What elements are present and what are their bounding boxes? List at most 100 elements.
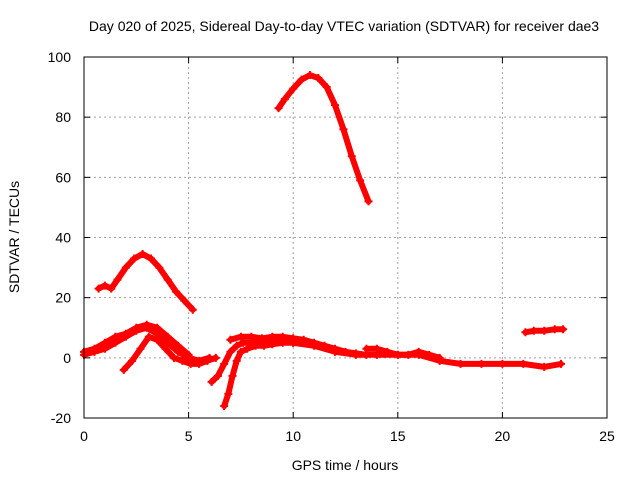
data-point — [232, 341, 241, 350]
data-point — [362, 344, 371, 353]
data-point — [213, 371, 222, 380]
data-point — [257, 334, 266, 343]
data-point — [100, 344, 109, 353]
data-point — [174, 347, 183, 356]
x-tick-label: 25 — [599, 428, 615, 444]
data-point — [243, 344, 252, 353]
x-axis-label: GPS time / hours — [292, 457, 399, 473]
data-point — [331, 347, 340, 356]
data-point — [228, 371, 237, 380]
data-point — [169, 353, 178, 362]
y-tick-label: 40 — [55, 230, 71, 246]
data-point — [203, 356, 212, 365]
data-point — [211, 353, 220, 362]
x-tick-label: 10 — [285, 428, 301, 444]
data-point — [289, 338, 298, 347]
data-point — [121, 263, 130, 272]
data-point — [356, 176, 365, 185]
data-point — [322, 83, 331, 92]
data-point — [456, 359, 465, 368]
data-point — [383, 347, 392, 356]
axis-ticks: 0 5 10 15 20 25 -20 0 20 40 60 80 100 — [48, 49, 615, 444]
data-point — [425, 350, 434, 359]
data-point — [236, 332, 245, 341]
data-point — [268, 332, 277, 341]
data-point — [186, 359, 195, 368]
series-arc-high-peak — [275, 72, 372, 205]
data-point — [278, 332, 287, 341]
y-axis-label: SDTVAR / TECUs — [6, 181, 22, 293]
data-point — [559, 325, 568, 334]
data-point — [364, 197, 373, 206]
x-tick-label: 5 — [185, 428, 193, 444]
data-point — [393, 350, 402, 359]
data-point — [339, 125, 348, 134]
data-point — [519, 359, 528, 368]
y-tick-label: 0 — [63, 350, 71, 366]
data-point — [128, 356, 137, 365]
data-point — [136, 344, 145, 353]
y-tick-label: 60 — [55, 169, 71, 185]
data-point — [435, 353, 444, 362]
x-tick-label: 0 — [80, 428, 88, 444]
data-point — [274, 104, 283, 113]
data-point — [161, 344, 170, 353]
data-point — [113, 275, 122, 284]
data-point — [414, 347, 423, 356]
data-point — [238, 338, 247, 347]
x-tick-label: 15 — [390, 428, 406, 444]
data-point — [289, 84, 298, 93]
data-point — [94, 284, 103, 293]
data-point — [226, 347, 235, 356]
data-point — [280, 95, 289, 104]
data-point — [188, 305, 197, 314]
data-point — [259, 341, 268, 350]
data-point — [180, 296, 189, 305]
data-point — [144, 332, 153, 341]
data-point — [347, 152, 356, 161]
data-point — [153, 335, 162, 344]
data-point — [195, 359, 204, 368]
data-point — [130, 254, 139, 263]
data-point — [132, 326, 141, 335]
data-point — [305, 71, 314, 80]
data-point — [372, 344, 381, 353]
data-point — [119, 365, 128, 374]
data-point — [236, 347, 245, 356]
data-point — [540, 362, 549, 371]
data-point — [331, 101, 340, 110]
data-point — [310, 341, 319, 350]
data-point — [220, 359, 229, 368]
grid-lines — [84, 57, 607, 418]
data-point — [556, 359, 565, 368]
data-point — [268, 340, 277, 349]
data-point — [498, 359, 507, 368]
data-point — [107, 284, 116, 293]
data-point — [550, 325, 559, 334]
x-tick-label: 20 — [495, 428, 511, 444]
data-point — [477, 359, 486, 368]
y-tick-label: 20 — [55, 290, 71, 306]
data-point — [529, 326, 538, 335]
data-point — [224, 389, 233, 398]
data-point — [163, 338, 172, 347]
data-point — [251, 341, 260, 350]
data-point — [220, 401, 229, 410]
data-point — [111, 338, 120, 347]
y-tick-label: 80 — [55, 109, 71, 125]
data-point — [297, 75, 306, 84]
data-point — [226, 335, 235, 344]
y-tick-label: -20 — [51, 410, 71, 426]
data-point — [138, 250, 147, 259]
data-point — [100, 281, 109, 290]
data-point — [172, 287, 181, 296]
y-tick-label: 100 — [48, 49, 72, 65]
data-point — [521, 328, 530, 337]
data-point — [207, 377, 216, 386]
data-point — [178, 356, 187, 365]
data-point — [351, 350, 360, 359]
data-point — [90, 347, 99, 356]
data-point — [404, 350, 413, 359]
